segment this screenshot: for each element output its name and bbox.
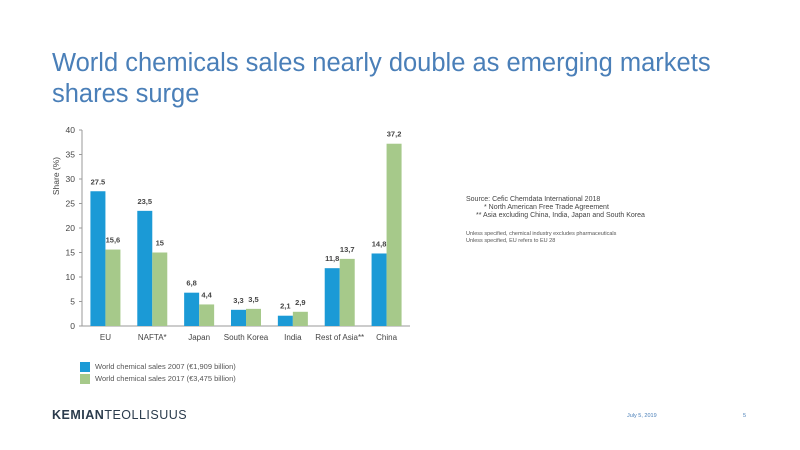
legend-item-2017: World chemical sales 2017 (€3,475 billio…	[80, 373, 236, 384]
chart-legend: World chemical sales 2007 (€1,909 billio…	[80, 361, 236, 385]
bar	[277, 315, 293, 326]
data-label: 2,9	[295, 298, 305, 307]
note-pharma: Unless specified, chemical industry excl…	[466, 231, 617, 237]
y-tick-label: 40	[66, 125, 76, 135]
y-tick-label: 30	[66, 174, 76, 184]
y-tick-label: 25	[66, 199, 76, 209]
data-label: 27.5	[91, 177, 106, 186]
y-tick-label: 10	[66, 272, 76, 282]
y-tick-label: 35	[66, 150, 76, 160]
bar	[90, 191, 106, 326]
data-label: 11,8	[325, 254, 339, 263]
legend-swatch-2007	[80, 361, 90, 372]
slide-title: World chemicals sales nearly double as e…	[52, 49, 711, 108]
legend-label-2017: World chemical sales 2017 (€3,475 billio…	[95, 374, 236, 383]
data-label: 6,8	[186, 279, 196, 288]
y-tick-label: 0	[70, 321, 75, 331]
x-tick-label: Japan	[188, 333, 210, 342]
data-label: 23,5	[137, 197, 152, 206]
bar	[137, 210, 153, 326]
bar	[324, 268, 340, 326]
legend-label-2007: World chemical sales 2007 (€1,909 billio…	[95, 362, 236, 371]
data-label: 15,6	[106, 236, 121, 245]
logo-regular-text: TEOLLISUUS	[104, 408, 188, 422]
company-logo: KEMIANTEOLLISUUS	[52, 408, 187, 422]
logo-bold-text: KEMIAN	[52, 408, 105, 422]
data-label: 3,3	[233, 296, 243, 305]
bar	[199, 304, 215, 326]
bar	[184, 292, 200, 326]
legend-item-2007: World chemical sales 2007 (€1,909 billio…	[80, 361, 236, 372]
x-tick-label: EU	[100, 333, 111, 342]
note-eu28: Unless specified, EU refers to EU 28	[466, 238, 556, 244]
bar	[339, 258, 355, 326]
data-label: 2,1	[280, 302, 290, 311]
data-label: 15	[156, 239, 164, 248]
chart-notes: Unless specified, chemical industry excl…	[466, 231, 616, 245]
bar	[246, 308, 261, 326]
data-label: 37,2	[387, 130, 402, 139]
x-tick-label: NAFTA*	[138, 333, 167, 342]
x-tick-label: Rest of Asia**	[315, 333, 364, 342]
bar	[152, 252, 168, 326]
y-axis-label: Share (%)	[51, 157, 61, 195]
bar	[292, 311, 308, 326]
x-tick-label: South Korea	[224, 333, 269, 342]
bar	[231, 309, 246, 326]
bar	[386, 143, 402, 326]
legend-swatch-2017	[80, 373, 90, 384]
x-tick-label: India	[284, 333, 302, 342]
source-note: Source: Cefic Chemdata International 201…	[466, 196, 645, 220]
page-number: 5	[743, 413, 747, 419]
y-tick-label: 5	[70, 297, 75, 307]
data-label: 4,4	[201, 290, 212, 299]
bar	[371, 253, 387, 326]
footer-date: July 5, 2019	[627, 413, 657, 419]
data-label: 13,7	[340, 245, 355, 254]
y-tick-label: 15	[66, 248, 76, 258]
bar	[105, 249, 121, 326]
data-label: 3,5	[248, 295, 258, 304]
x-tick-label: China	[376, 333, 397, 342]
footnote-rest-of-asia: ** Asia excluding China, India, Japan an…	[476, 212, 645, 219]
y-tick-label: 20	[66, 223, 76, 233]
data-label: 14,8	[372, 239, 387, 248]
source-line: Source: Cefic Chemdata International 201…	[466, 196, 601, 203]
footnote-nafta: * North American Free Trade Agreement	[484, 204, 609, 211]
